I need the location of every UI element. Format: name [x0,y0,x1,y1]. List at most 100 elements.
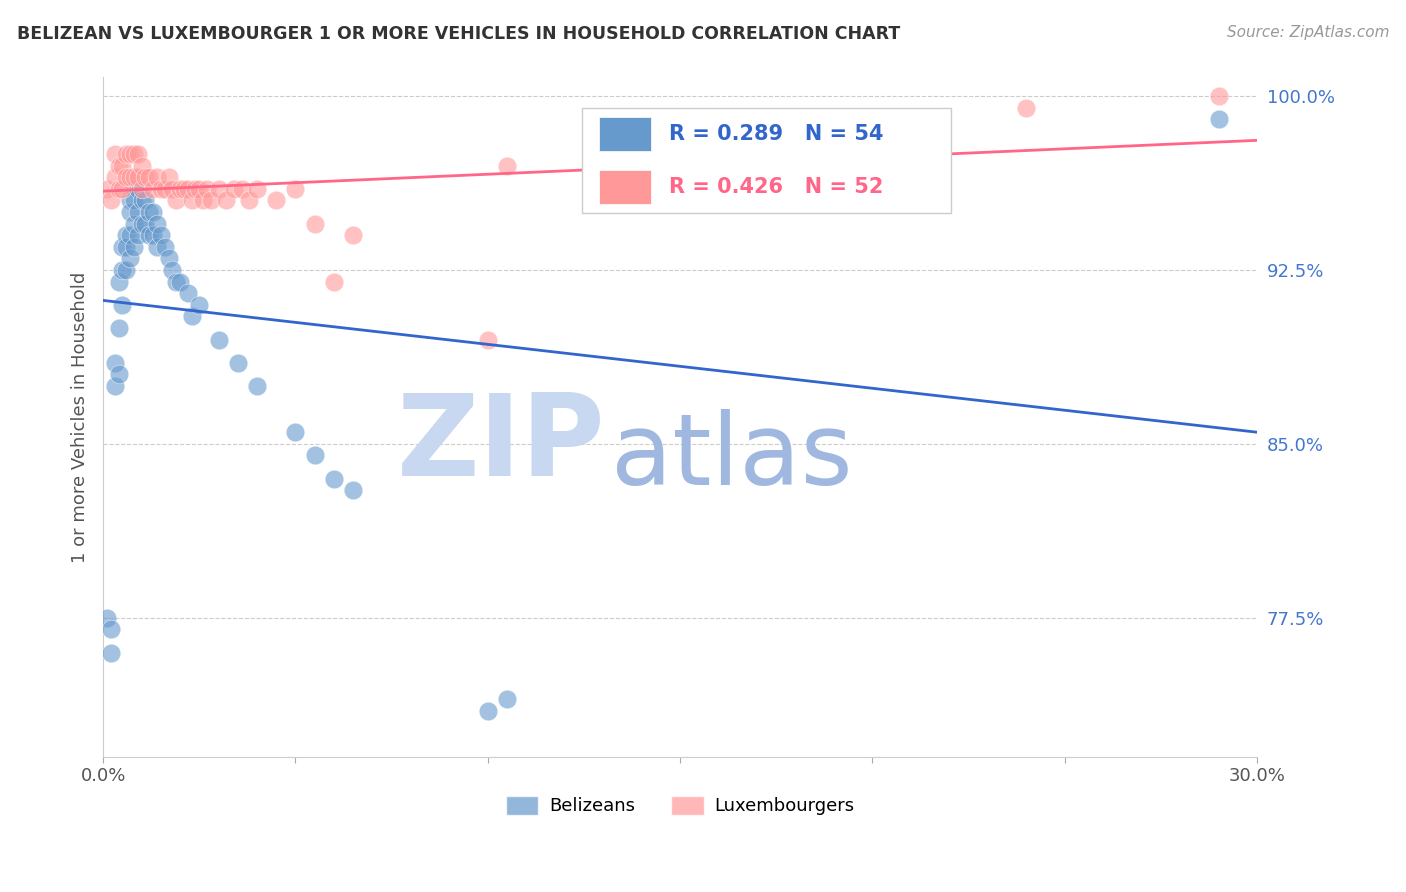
Point [149,228,172,243]
Point [222,182,245,196]
Point [246,379,269,393]
Text: ZIP: ZIP [396,389,605,500]
Point [111,298,134,312]
Point [115,240,138,254]
Point [107,275,129,289]
Point [107,182,129,196]
Point [118,170,141,185]
Point [188,298,211,312]
Point [127,182,149,196]
Point [146,170,169,185]
Point [118,147,141,161]
Legend: Belizeans, Luxembourgers: Belizeans, Luxembourgers [498,789,862,822]
Point [169,275,191,289]
Point [134,170,156,185]
Point [342,483,364,498]
Point [134,194,156,208]
Point [173,182,195,196]
Point [104,379,127,393]
Point [165,275,187,289]
Point [111,240,134,254]
Point [115,147,138,161]
Point [100,646,122,660]
Point [115,228,138,243]
Point [131,159,153,173]
Point [215,194,238,208]
Point [100,194,122,208]
Point [146,217,169,231]
Point [157,252,180,266]
Point [195,182,218,196]
Point [96,611,118,625]
Point [157,170,180,185]
Point [165,194,187,208]
Point [496,692,519,706]
Point [477,704,499,718]
Bar [599,169,651,204]
Point [104,147,127,161]
Point [180,310,202,324]
Point [131,194,153,208]
Point [169,182,191,196]
Point [177,182,200,196]
Point [191,194,214,208]
Point [322,275,344,289]
Point [496,159,519,173]
Point [100,623,122,637]
Point [122,147,145,161]
Point [127,170,149,185]
Point [122,194,145,208]
Point [111,263,134,277]
Point [127,205,149,219]
Text: R = 0.426   N = 52: R = 0.426 N = 52 [668,177,883,197]
Point [180,194,202,208]
Point [138,205,160,219]
Point [149,182,172,196]
Text: R = 0.289   N = 54: R = 0.289 N = 54 [668,124,883,145]
Point [246,182,269,196]
Point [231,182,253,196]
Point [142,228,165,243]
Point [177,286,200,301]
Point [153,182,176,196]
Point [153,240,176,254]
Point [118,205,141,219]
Point [118,252,141,266]
Point [122,170,145,185]
Point [1208,112,1230,127]
Point [122,217,145,231]
Point [304,449,326,463]
Point [142,205,165,219]
Point [115,263,138,277]
Point [138,170,160,185]
Point [142,182,165,196]
Point [342,228,364,243]
Point [162,182,184,196]
Y-axis label: 1 or more Vehicles in Household: 1 or more Vehicles in Household [72,271,89,563]
Bar [582,108,952,213]
Point [134,217,156,231]
Point [107,159,129,173]
Point [200,194,222,208]
Point [111,159,134,173]
Point [184,182,207,196]
Point [162,263,184,277]
Point [1208,89,1230,103]
Point [104,356,127,370]
Point [127,147,149,161]
Point [207,182,229,196]
Point [727,124,749,138]
Point [131,182,153,196]
Point [284,182,307,196]
Point [107,321,129,335]
Point [118,194,141,208]
Point [111,182,134,196]
Point [146,240,169,254]
Point [226,356,249,370]
Point [127,228,149,243]
Point [122,240,145,254]
Point [107,368,129,382]
Text: Source: ZipAtlas.com: Source: ZipAtlas.com [1226,25,1389,40]
Point [115,170,138,185]
Point [284,425,307,440]
